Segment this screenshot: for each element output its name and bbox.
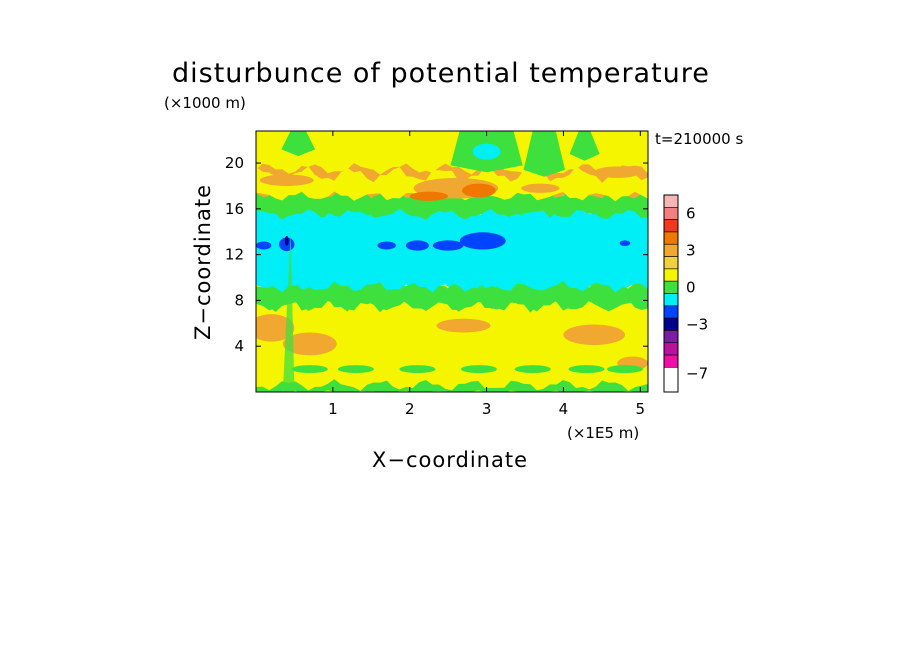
x-tick-label-1: 2 xyxy=(405,400,415,418)
colorbar-label-2: 0 xyxy=(686,278,696,296)
max-patch-1 xyxy=(461,183,496,198)
colorbar-swatch-11 xyxy=(663,330,679,344)
contour-field xyxy=(256,131,648,392)
cold-core-5 xyxy=(459,232,506,250)
max-patch-4 xyxy=(521,183,560,193)
colorbar-swatch-13 xyxy=(663,354,679,368)
max-patch-9 xyxy=(563,324,625,346)
y-tick-label-2: 12 xyxy=(225,246,244,264)
max-patch-7 xyxy=(282,332,337,356)
green-column-2 xyxy=(523,131,565,177)
colorbar-swatch-4 xyxy=(663,243,679,257)
cold-core-2 xyxy=(377,241,396,250)
colorbar-swatch-9 xyxy=(663,305,679,319)
colorbar-label-4: −7 xyxy=(686,365,708,383)
plot-frame xyxy=(255,130,649,393)
x-tick-label-4: 5 xyxy=(636,400,646,418)
chart-title: disturbunce of potential temperature xyxy=(172,58,710,89)
colorbar-label-1: 3 xyxy=(686,241,696,259)
y-unit-label: (×1000 m) xyxy=(164,94,246,112)
vertical-streak xyxy=(282,231,295,392)
y-tick-label-1: 8 xyxy=(234,291,244,309)
surface-patch-6 xyxy=(606,365,643,374)
green-column-3 xyxy=(569,131,600,161)
colorbar-swatch-8 xyxy=(663,293,679,307)
band-cyan xyxy=(256,208,648,293)
max-patch-5 xyxy=(594,166,641,178)
surface-patch-1 xyxy=(337,365,374,374)
colorbar-frame xyxy=(663,194,679,393)
max-patch-8 xyxy=(436,318,491,333)
surface-patch-5 xyxy=(568,365,605,374)
colorbar-swatch-1 xyxy=(663,207,679,220)
x-tick-label-0: 1 xyxy=(328,400,338,418)
max-patch-6 xyxy=(256,314,295,342)
surface-patch-0 xyxy=(291,365,328,374)
x-tick-label-2: 3 xyxy=(482,400,492,418)
colorbar: 6 3 0 −3 −7 xyxy=(663,194,708,393)
cold-core-4 xyxy=(432,240,464,251)
surface-patch-3 xyxy=(460,365,497,374)
cyan-top-patch xyxy=(472,143,501,160)
coldest-core xyxy=(284,235,289,246)
y-tick-label-3: 16 xyxy=(225,200,244,218)
colorbar-label-3: −3 xyxy=(686,315,708,333)
x-axis-label: X−coordinate xyxy=(372,448,528,472)
colorbar-swatch-2 xyxy=(663,219,679,233)
colorbar-swatch-0 xyxy=(663,194,679,208)
colorbar-swatch-3 xyxy=(663,231,679,245)
surface-patch-2 xyxy=(399,365,436,374)
x-tick-label-3: 4 xyxy=(559,400,569,418)
surface-patch-4 xyxy=(514,365,551,374)
colorbar-label-0: 6 xyxy=(686,204,696,222)
colorbar-swatch-6 xyxy=(663,268,679,282)
colorbar-swatch-5 xyxy=(663,256,679,270)
y-tick-label-4: 20 xyxy=(225,154,244,172)
y-tick-label-0: 4 xyxy=(234,337,244,355)
cold-core-3 xyxy=(405,240,429,251)
green-column-0 xyxy=(281,131,316,157)
colorbar-swatch-7 xyxy=(663,280,679,294)
max-patch-3 xyxy=(259,174,314,186)
cold-core-0 xyxy=(256,241,272,250)
x-unit-label: (×1E5 m) xyxy=(567,424,640,442)
colorbar-swatch-10 xyxy=(663,317,679,331)
surface-green xyxy=(256,379,648,392)
max-patch-2 xyxy=(409,191,449,201)
time-label: t=210000 s xyxy=(655,130,744,148)
colorbar-swatch-12 xyxy=(663,342,679,356)
cold-core-6 xyxy=(619,240,631,247)
